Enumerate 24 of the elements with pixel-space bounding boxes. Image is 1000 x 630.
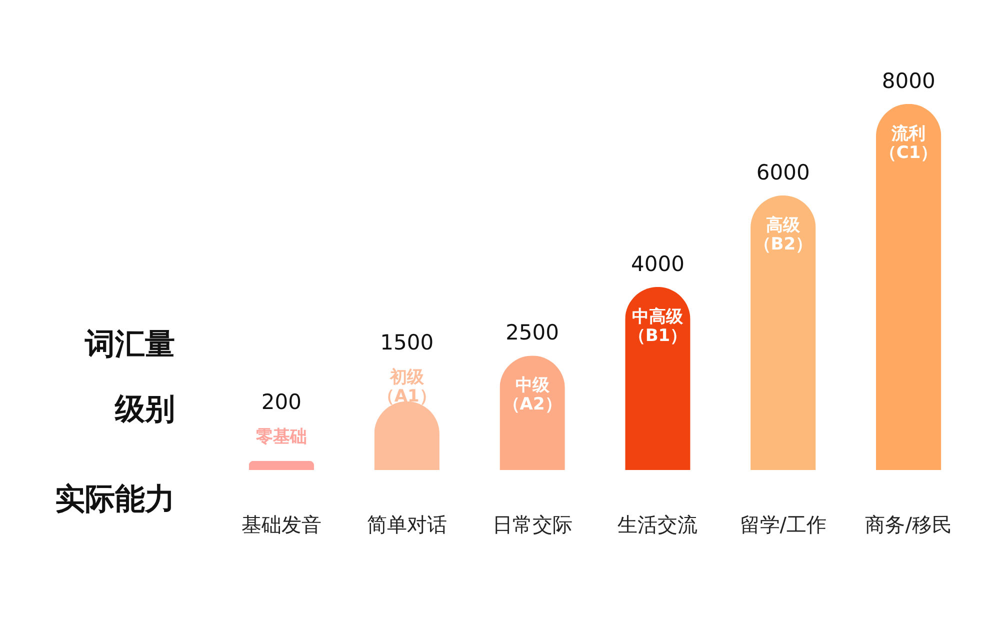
data-label: 2500 [506, 320, 560, 345]
x-tick-label: 日常交际 [492, 512, 572, 536]
annotation: 流利（C1） [879, 124, 938, 163]
text: 实际能力 [55, 482, 175, 517]
text: 级别 [114, 392, 175, 427]
annotation: 中高级（B1） [628, 306, 688, 346]
x-tick-label: 留学/工作 [740, 512, 827, 536]
annotation: 初级（A1） [377, 367, 436, 406]
x-tick-label: 基础发音 [241, 512, 322, 536]
annotation: 中级（A2） [502, 376, 562, 415]
x-tick-label: 商务/移民 [865, 512, 952, 536]
bar [750, 195, 816, 470]
bar [876, 104, 942, 470]
data-label: 4000 [630, 252, 684, 276]
data-label: 8000 [882, 68, 936, 93]
x-tick-label: 简单对话 [366, 512, 447, 536]
text: 词汇量 [84, 327, 175, 362]
annotation: 零基础 [254, 426, 307, 447]
annotation: 高级（B2） [754, 215, 813, 254]
data-label: 1500 [380, 330, 434, 354]
data-label: 6000 [756, 160, 810, 184]
bar [248, 460, 314, 470]
data-label: 200 [261, 390, 302, 414]
x-tick-label: 生活交流 [618, 512, 698, 536]
